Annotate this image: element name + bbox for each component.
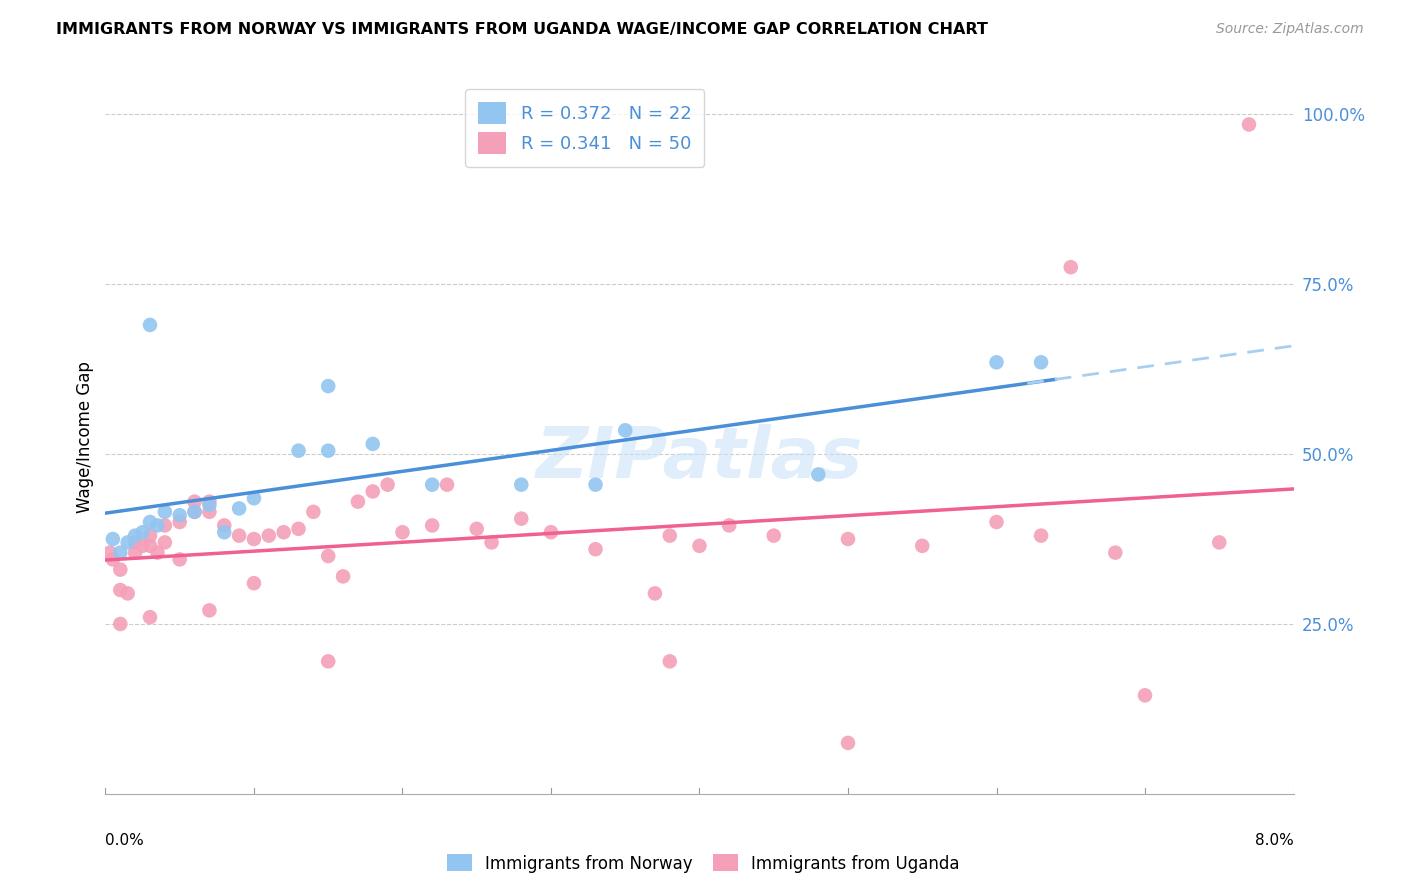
Point — [198, 505, 221, 519]
Point — [807, 467, 830, 482]
Point — [101, 552, 124, 566]
Point — [98, 546, 121, 560]
Point — [153, 535, 176, 549]
Point — [146, 518, 169, 533]
Point — [214, 518, 236, 533]
Point — [316, 654, 339, 668]
Point — [420, 518, 443, 533]
Point — [465, 522, 488, 536]
Point — [153, 505, 176, 519]
Legend: R = 0.372   N = 22, R = 0.341   N = 50: R = 0.372 N = 22, R = 0.341 N = 50 — [465, 89, 704, 167]
Point — [911, 539, 934, 553]
Point — [124, 546, 146, 560]
Point — [139, 318, 162, 332]
Text: Source: ZipAtlas.com: Source: ZipAtlas.com — [1216, 22, 1364, 37]
Point — [658, 654, 681, 668]
Point — [198, 498, 221, 512]
Point — [510, 511, 533, 525]
Point — [332, 569, 354, 583]
Point — [198, 603, 221, 617]
Point — [139, 610, 162, 624]
Point — [614, 423, 637, 437]
Point — [316, 443, 339, 458]
Point — [139, 539, 162, 553]
Point — [169, 515, 191, 529]
Point — [183, 494, 205, 508]
Point — [1104, 546, 1126, 560]
Point — [347, 494, 370, 508]
Legend: Immigrants from Norway, Immigrants from Uganda: Immigrants from Norway, Immigrants from … — [440, 847, 966, 880]
Point — [510, 477, 533, 491]
Point — [131, 525, 153, 540]
Point — [243, 491, 266, 506]
Point — [110, 582, 132, 597]
Point — [1029, 528, 1052, 542]
Point — [146, 546, 169, 560]
Point — [658, 528, 681, 542]
Point — [228, 528, 250, 542]
Point — [214, 525, 236, 540]
Point — [1029, 355, 1052, 369]
Point — [183, 505, 205, 519]
Point — [391, 525, 413, 540]
Point — [420, 477, 443, 491]
Point — [1133, 689, 1156, 703]
Point — [153, 518, 176, 533]
Point — [183, 505, 205, 519]
Point — [287, 522, 309, 536]
Y-axis label: Wage/Income Gap: Wage/Income Gap — [76, 361, 94, 513]
Point — [110, 563, 132, 577]
Point — [361, 484, 384, 499]
Point — [986, 515, 1008, 529]
Point — [124, 535, 146, 549]
Point — [436, 477, 458, 491]
Text: ZIPatlas: ZIPatlas — [536, 424, 863, 493]
Point — [243, 576, 266, 591]
Point — [110, 617, 132, 632]
Point — [101, 532, 124, 546]
Text: 8.0%: 8.0% — [1254, 833, 1294, 848]
Text: IMMIGRANTS FROM NORWAY VS IMMIGRANTS FROM UGANDA WAGE/INCOME GAP CORRELATION CHA: IMMIGRANTS FROM NORWAY VS IMMIGRANTS FRO… — [56, 22, 988, 37]
Point — [316, 379, 339, 393]
Point — [243, 532, 266, 546]
Point — [644, 586, 666, 600]
Point — [986, 355, 1008, 369]
Point — [273, 525, 295, 540]
Point — [540, 525, 562, 540]
Point — [762, 528, 785, 542]
Point — [585, 477, 607, 491]
Point — [837, 532, 859, 546]
Point — [169, 508, 191, 523]
Point — [361, 437, 384, 451]
Point — [287, 443, 309, 458]
Point — [228, 501, 250, 516]
Point — [257, 528, 280, 542]
Point — [316, 549, 339, 563]
Point — [131, 539, 153, 553]
Point — [1060, 260, 1083, 275]
Point — [302, 505, 325, 519]
Point — [837, 736, 859, 750]
Point — [117, 535, 139, 549]
Point — [169, 552, 191, 566]
Point — [117, 586, 139, 600]
Point — [198, 494, 221, 508]
Point — [377, 477, 399, 491]
Point — [1208, 535, 1230, 549]
Point — [585, 542, 607, 557]
Point — [689, 539, 711, 553]
Point — [1237, 118, 1260, 132]
Point — [481, 535, 503, 549]
Point — [718, 518, 741, 533]
Text: 0.0%: 0.0% — [105, 833, 145, 848]
Point — [139, 515, 162, 529]
Point — [124, 528, 146, 542]
Point — [139, 528, 162, 542]
Point — [110, 546, 132, 560]
